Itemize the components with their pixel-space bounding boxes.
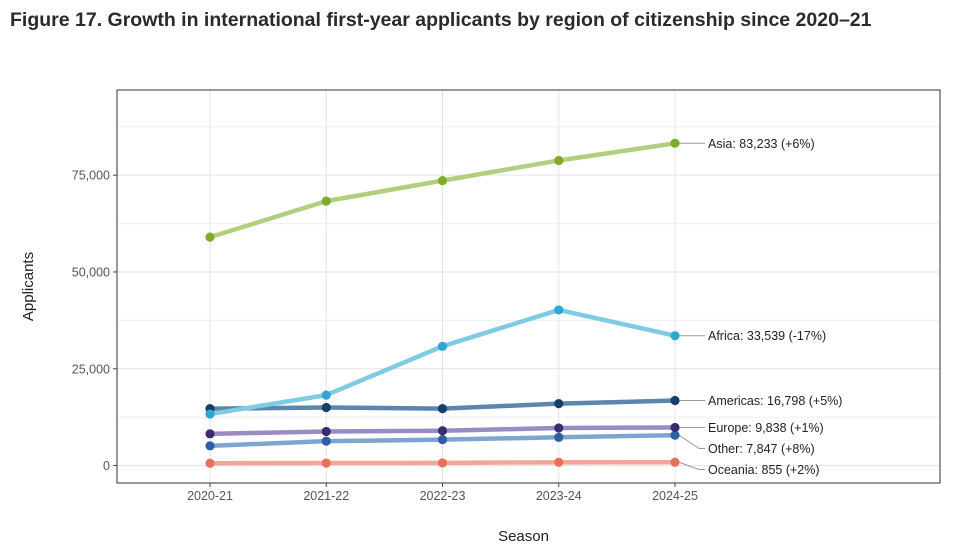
data-point-oceania	[205, 458, 215, 468]
x-tick-label: 2023-24	[536, 489, 582, 503]
leader-line-oceania	[678, 461, 705, 470]
grid-lines	[117, 90, 940, 483]
x-tick-label: 2022-23	[420, 489, 466, 503]
data-point-africa	[437, 341, 448, 351]
data-point-europe	[554, 423, 564, 433]
data-point-oceania	[554, 457, 564, 467]
data-point-asia	[321, 196, 331, 206]
series-label-other: Other: 7,847 (+8%)	[708, 442, 815, 456]
data-point-africa	[554, 305, 564, 315]
data-point-other	[437, 435, 448, 445]
data-point-europe	[321, 426, 331, 437]
y-tick-label: 0	[103, 459, 110, 473]
data-point-other	[321, 436, 331, 446]
series-label-africa: Africa: 33,539 (-17%)	[708, 329, 826, 343]
data-point-americas	[670, 395, 680, 406]
data-point-africa	[321, 390, 331, 400]
x-axis-title: Season	[498, 528, 549, 545]
data-point-oceania	[670, 457, 680, 467]
series-end-labels: Asia: 83,233 (+6%) Africa: 33,539 (-17%) A…	[708, 137, 842, 477]
label-leader-lines	[678, 142, 705, 470]
data-point-europe	[437, 426, 448, 436]
data-point-americas	[437, 404, 448, 414]
leader-line-other	[678, 434, 705, 449]
data-point-africa	[205, 409, 215, 419]
y-axis-title: Applicants	[20, 252, 37, 321]
series-label-europe: Europe: 9,838 (+1%)	[708, 421, 824, 435]
plot-panel-border	[116, 89, 941, 484]
series-label-americas: Americas: 16,798 (+5%)	[708, 394, 842, 408]
x-tick-label: 2024-25	[652, 489, 698, 503]
series-label-oceania: Oceania: 855 (+2%)	[708, 463, 820, 477]
y-tick-label: 25,000	[72, 362, 110, 376]
data-point-other	[670, 430, 680, 440]
y-tick-label: 50,000	[72, 265, 110, 279]
y-tick-label: 75,000	[72, 169, 110, 183]
axis-ticks: 0 25,000 50,000 75,000 2020-21 2021-22 2022-23…	[72, 169, 698, 503]
series-label-asia: Asia: 83,233 (+6%)	[708, 137, 815, 151]
data-points	[205, 138, 680, 468]
data-point-africa	[670, 331, 680, 341]
data-point-asia	[205, 232, 215, 242]
data-point-other	[554, 432, 564, 442]
data-point-oceania	[321, 458, 331, 468]
figure-title: Figure 17. Growth in international first…	[10, 9, 872, 31]
data-point-americas	[554, 399, 564, 409]
data-point-europe	[670, 422, 680, 433]
data-point-asia	[554, 155, 564, 166]
data-point-americas	[321, 402, 331, 413]
x-tick-label: 2021-22	[303, 489, 349, 503]
data-point-other	[205, 441, 215, 451]
data-point-asia	[670, 138, 680, 148]
data-point-asia	[437, 176, 448, 186]
x-tick-label: 2020-21	[187, 489, 233, 503]
data-point-europe	[205, 429, 215, 439]
data-point-oceania	[437, 458, 448, 468]
